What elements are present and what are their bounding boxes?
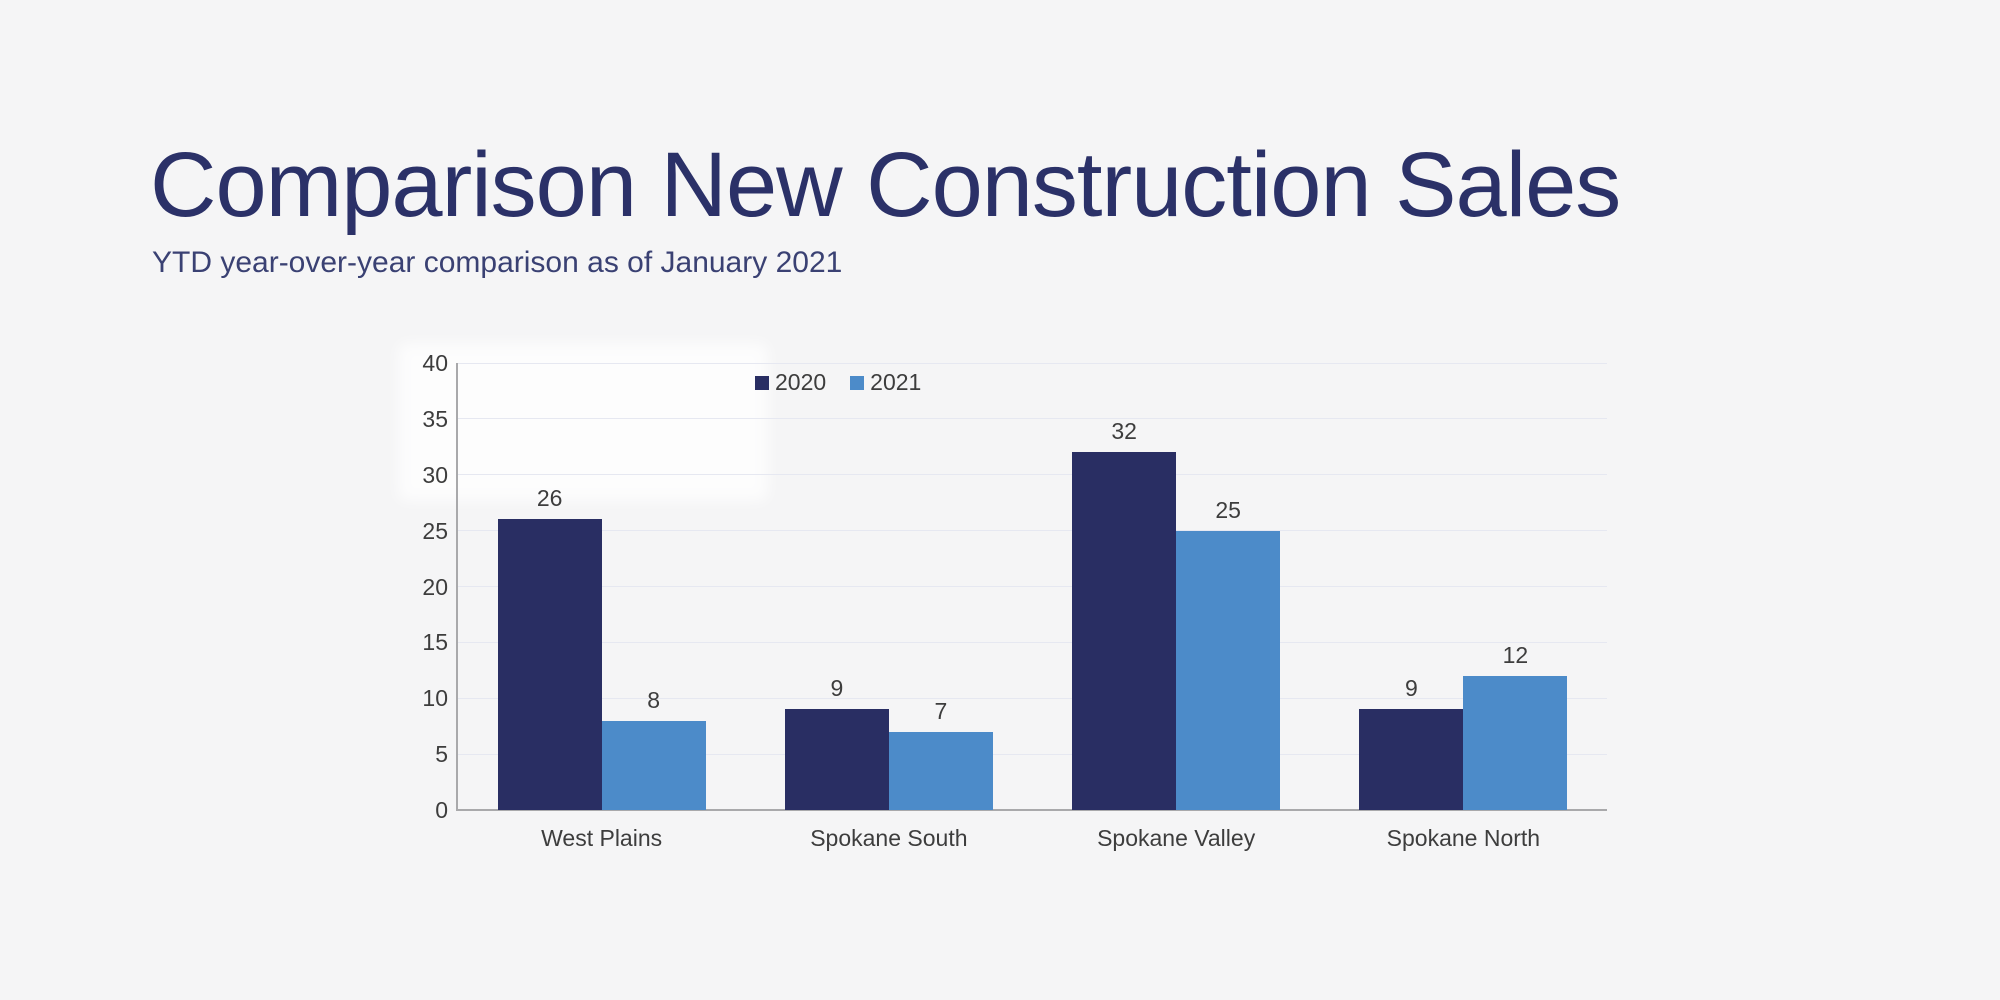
bar-value-label-2020-west-plains: 26 (536, 485, 563, 512)
gridline-30 (458, 474, 1607, 476)
page-title: Comparison New Construction Sales (150, 134, 1621, 236)
chart-legend: 2020 2021 (755, 371, 921, 394)
x-axis-line (456, 809, 1607, 811)
bar-2020-west-plains (497, 519, 602, 810)
x-axis-category-label-west-plains: West Plains (541, 825, 663, 851)
gridline-40 (458, 362, 1607, 364)
bar-2020-spokane-north (1359, 709, 1464, 810)
bar-value-label-2020-spokane-valley: 32 (1111, 418, 1137, 445)
bar-value-label-2021-spokane-valley: 25 (1215, 496, 1241, 523)
gridline-15 (458, 641, 1607, 643)
bar-value-label-2020-spokane-south: 9 (830, 675, 844, 702)
legend-label: 2020 (775, 369, 827, 395)
legend-item-2020: 2020 (755, 371, 826, 394)
x-axis-category-label-spokane-valley: Spokane Valley (1097, 825, 1256, 851)
gridline-35 (458, 418, 1607, 420)
y-axis-tick-label: 0 (435, 797, 448, 823)
bar-2021-spokane-north (1463, 675, 1568, 810)
bar-value-label-2021-west-plains: 8 (647, 686, 661, 713)
bar-value-label-2021-spokane-north: 12 (1502, 641, 1529, 668)
y-axis-tick-label: 20 (422, 573, 448, 600)
bar-value-label-2021-spokane-south: 7 (934, 697, 948, 724)
y-axis-tick-label: 10 (422, 685, 448, 712)
legend-label: 2021 (870, 369, 922, 395)
gridline-5 (458, 753, 1607, 755)
bar-2021-spokane-south (888, 731, 993, 810)
y-axis-tick-label: 15 (422, 629, 448, 656)
gridline-10 (458, 697, 1607, 699)
bar-2021-spokane-valley (1176, 530, 1281, 810)
y-axis-tick-label: 25 (422, 517, 448, 544)
y-axis-tick-label: 40 (422, 350, 448, 376)
y-axis-tick-label: 5 (435, 741, 448, 768)
legend-swatch-icon (850, 375, 865, 390)
x-axis-category-label-spokane-south: Spokane South (810, 825, 968, 851)
legend-swatch-icon (755, 375, 769, 390)
page-subtitle: YTD year-over-year comparison as of Janu… (152, 246, 843, 279)
bar-value-label-2020-spokane-north: 9 (1404, 675, 1418, 702)
y-axis-tick-label: 30 (422, 461, 448, 488)
bar-2020-spokane-valley (1072, 452, 1177, 810)
x-axis-category-label-spokane-north: Spokane North (1386, 825, 1541, 851)
y-axis-tick-label: 35 (422, 405, 448, 432)
bar-2021-west-plains (601, 720, 706, 810)
gridline-20 (458, 586, 1607, 587)
bar-2020-spokane-south (784, 709, 889, 810)
gridline-25 (458, 530, 1607, 532)
y-axis-line (456, 363, 458, 810)
legend-item-2021: 2021 (850, 371, 921, 394)
